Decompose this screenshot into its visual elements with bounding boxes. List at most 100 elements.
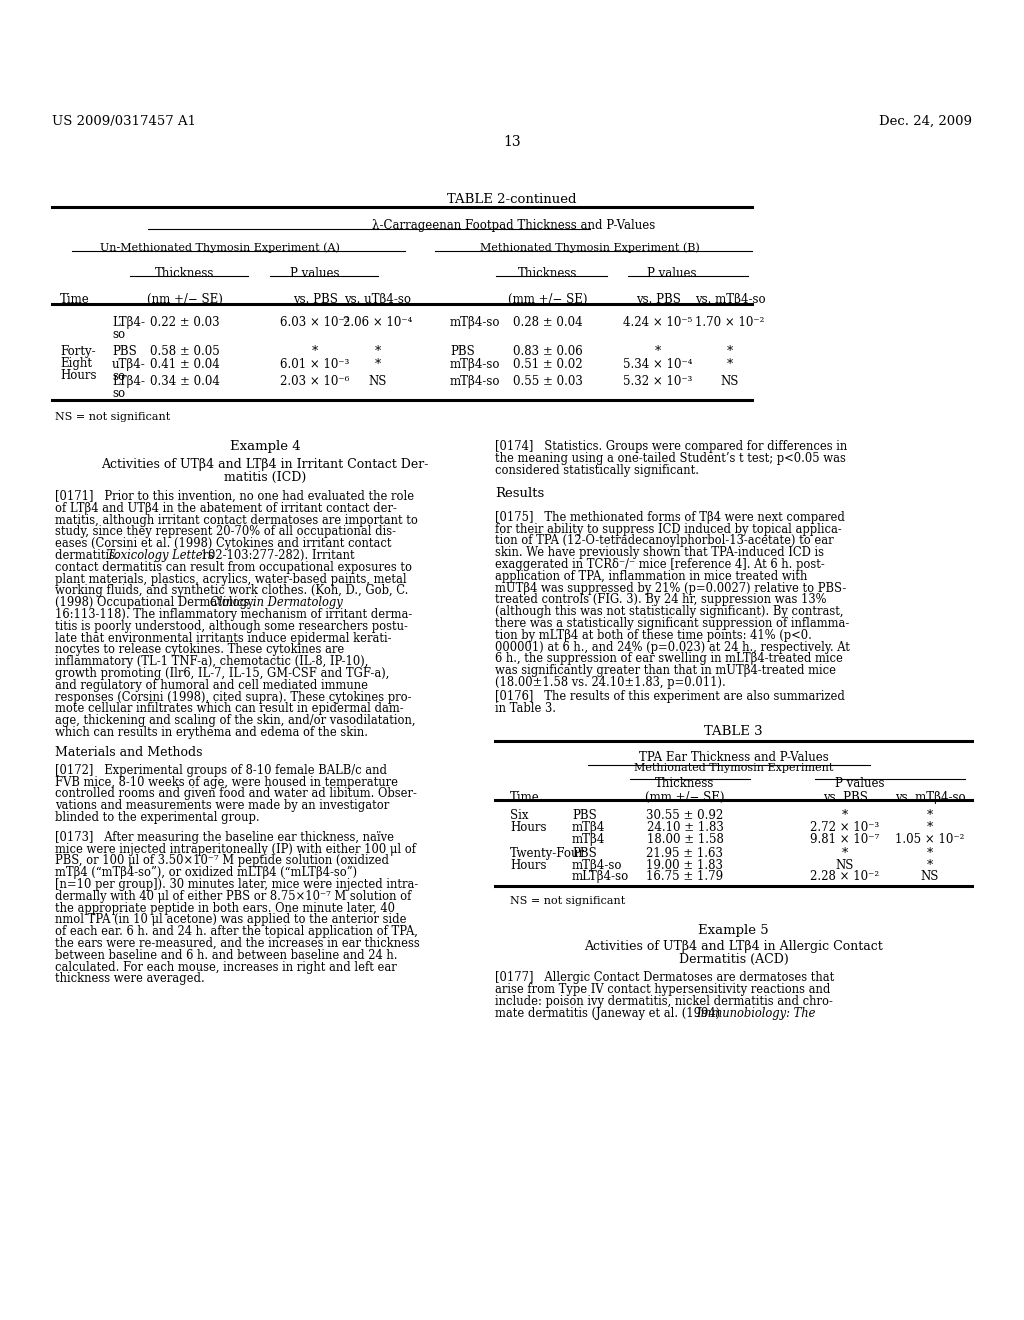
Text: 0.22 ± 0.03: 0.22 ± 0.03: [151, 315, 220, 329]
Text: PBS: PBS: [572, 809, 597, 822]
Text: 0.34 ± 0.04: 0.34 ± 0.04: [151, 375, 220, 388]
Text: Immunobiology: The: Immunobiology: The: [696, 1007, 816, 1019]
Text: matitis (ICD): matitis (ICD): [224, 471, 306, 484]
Text: Thickness: Thickness: [518, 267, 578, 280]
Text: which can results in erythema and edema of the skin.: which can results in erythema and edema …: [55, 726, 368, 739]
Text: mTβ4-so: mTβ4-so: [450, 358, 501, 371]
Text: contact dermatitis can result from occupational exposures to: contact dermatitis can result from occup…: [55, 561, 412, 574]
Text: TPA Ear Thickness and P-Values: TPA Ear Thickness and P-Values: [639, 751, 828, 764]
Text: 16.75 ± 1.79: 16.75 ± 1.79: [646, 870, 724, 883]
Text: plant materials, plastics, acrylics, water-based paints, metal: plant materials, plastics, acrylics, wat…: [55, 573, 407, 586]
Text: mLTβ4-so: mLTβ4-so: [572, 870, 630, 883]
Text: so: so: [112, 327, 125, 341]
Text: *: *: [927, 858, 933, 871]
Text: 0.83 ± 0.06: 0.83 ± 0.06: [513, 345, 583, 358]
Text: 21.95 ± 1.63: 21.95 ± 1.63: [646, 847, 724, 859]
Text: 1.05 × 10⁻²: 1.05 × 10⁻²: [895, 833, 965, 846]
Text: (1998) Occupational Dermatology.: (1998) Occupational Dermatology.: [55, 597, 259, 610]
Text: Activities of UTβ4 and LTβ4 in Irritant Contact Der-: Activities of UTβ4 and LTβ4 in Irritant …: [101, 458, 429, 471]
Text: *: *: [842, 809, 848, 822]
Text: Results: Results: [495, 487, 544, 500]
Text: PBS: PBS: [450, 345, 475, 358]
Text: mTβ4: mTβ4: [572, 833, 605, 846]
Text: P values: P values: [647, 267, 696, 280]
Text: 6.01 × 10⁻³: 6.01 × 10⁻³: [281, 358, 349, 371]
Text: PBS: PBS: [572, 847, 597, 859]
Text: 6.03 × 10⁻³: 6.03 × 10⁻³: [281, 315, 350, 329]
Text: [0173]   After measuring the baseline ear thickness, naïve: [0173] After measuring the baseline ear …: [55, 830, 394, 843]
Text: *: *: [727, 345, 733, 358]
Text: P values: P values: [290, 267, 340, 280]
Text: (mm +/− SE): (mm +/− SE): [645, 792, 725, 804]
Text: calculated. For each mouse, increases in right and left ear: calculated. For each mouse, increases in…: [55, 961, 396, 974]
Text: [0176]   The results of this experiment are also summarized: [0176] The results of this experiment ar…: [495, 690, 845, 702]
Text: PBS: PBS: [112, 345, 137, 358]
Text: for their ability to suppress ICD induced by topical applica-: for their ability to suppress ICD induce…: [495, 523, 842, 536]
Text: [0174]   Statistics. Groups were compared for differences in: [0174] Statistics. Groups were compared …: [495, 440, 847, 453]
Text: 16:113-118). The inflammatory mechanism of irritant derma-: 16:113-118). The inflammatory mechanism …: [55, 609, 413, 620]
Text: of each ear. 6 h. and 24 h. after the topical application of TPA,: of each ear. 6 h. and 24 h. after the to…: [55, 925, 418, 939]
Text: [0171]   Prior to this invention, no one had evaluated the role: [0171] Prior to this invention, no one h…: [55, 490, 414, 503]
Text: PBS, or 100 μl of 3.50×10⁻⁷ M peptide solution (oxidized: PBS, or 100 μl of 3.50×10⁻⁷ M peptide so…: [55, 854, 389, 867]
Text: (nm +/− SE): (nm +/− SE): [147, 293, 223, 306]
Text: Time: Time: [60, 293, 90, 306]
Text: vations and measurements were made by an investigator: vations and measurements were made by an…: [55, 799, 389, 812]
Text: 000001) at 6 h., and 24% (p=0.023) at 24 h., respectively. At: 000001) at 6 h., and 24% (p=0.023) at 24…: [495, 640, 850, 653]
Text: Time: Time: [510, 792, 540, 804]
Text: [0172]   Experimental groups of 8-10 female BALB/c and: [0172] Experimental groups of 8-10 femal…: [55, 764, 387, 776]
Text: (although this was not statistically significant). By contrast,: (although this was not statistically sig…: [495, 605, 844, 618]
Text: mote cellular infiltrates which can result in epidermal dam-: mote cellular infiltrates which can resu…: [55, 702, 403, 715]
Text: growth promoting (Ilr6, IL-7, IL-15, GM-CSF and TGF-a),: growth promoting (Ilr6, IL-7, IL-15, GM-…: [55, 667, 389, 680]
Text: include: poison ivy dermatitis, nickel dermatitis and chro-: include: poison ivy dermatitis, nickel d…: [495, 995, 833, 1007]
Text: [n=10 per group]). 30 minutes later, mice were injected intra-: [n=10 per group]). 30 minutes later, mic…: [55, 878, 418, 891]
Text: Thickness: Thickness: [655, 777, 715, 791]
Text: in Table 3.: in Table 3.: [495, 702, 556, 714]
Text: mTβ4: mTβ4: [572, 821, 605, 834]
Text: uTβ4-: uTβ4-: [112, 358, 145, 371]
Text: *: *: [727, 358, 733, 371]
Text: Forty-: Forty-: [60, 345, 95, 358]
Text: tion by mLTβ4 at both of these time points: 41% (p<0.: tion by mLTβ4 at both of these time poin…: [495, 628, 812, 642]
Text: Thickness: Thickness: [156, 267, 215, 280]
Text: so: so: [112, 387, 125, 400]
Text: inflammatory (TL-1 TNF-a), chemotactic (IL-8, IP-10),: inflammatory (TL-1 TNF-a), chemotactic (…: [55, 655, 369, 668]
Text: the appropriate peptide in both ears. One minute later, 40: the appropriate peptide in both ears. On…: [55, 902, 395, 915]
Text: nocytes to release cytokines. These cytokines are: nocytes to release cytokines. These cyto…: [55, 643, 344, 656]
Text: 18.00 ± 1.58: 18.00 ± 1.58: [646, 833, 723, 846]
Text: of LTβ4 and UTβ4 in the abatement of irritant contact der-: of LTβ4 and UTβ4 in the abatement of irr…: [55, 502, 397, 515]
Text: NS = not significant: NS = not significant: [55, 412, 170, 422]
Text: 4.24 × 10⁻⁵: 4.24 × 10⁻⁵: [624, 315, 692, 329]
Text: *: *: [375, 345, 381, 358]
Text: 2.06 × 10⁻⁴: 2.06 × 10⁻⁴: [343, 315, 413, 329]
Text: was significantly greater than that in mUTβ4-treated mice: was significantly greater than that in m…: [495, 664, 836, 677]
Text: study, since they represent 20-70% of all occupational dis-: study, since they represent 20-70% of al…: [55, 525, 396, 539]
Text: vs. PBS: vs. PBS: [293, 293, 338, 306]
Text: 0.51 ± 0.02: 0.51 ± 0.02: [513, 358, 583, 371]
Text: Hours: Hours: [510, 858, 547, 871]
Text: mTβ4-so: mTβ4-so: [572, 858, 623, 871]
Text: 0.41 ± 0.04: 0.41 ± 0.04: [151, 358, 220, 371]
Text: 2.03 × 10⁻⁶: 2.03 × 10⁻⁶: [281, 375, 349, 388]
Text: 1.70 × 10⁻²: 1.70 × 10⁻²: [695, 315, 765, 329]
Text: Un-Methionated Thymosin Experiment (A): Un-Methionated Thymosin Experiment (A): [100, 242, 340, 252]
Text: between baseline and 6 h. and between baseline and 24 h.: between baseline and 6 h. and between ba…: [55, 949, 397, 962]
Text: matitis, although irritant contact dermatoses are important to: matitis, although irritant contact derma…: [55, 513, 418, 527]
Text: NS = not significant: NS = not significant: [510, 896, 626, 907]
Text: mUTβ4 was suppressed by 21% (p=0.0027) relative to PBS-: mUTβ4 was suppressed by 21% (p=0.0027) r…: [495, 582, 846, 594]
Text: vs. mTβ4-so: vs. mTβ4-so: [694, 293, 765, 306]
Text: Methionated Thymosin Experiment (B): Methionated Thymosin Experiment (B): [480, 242, 699, 252]
Text: working fluids, and synthetic work clothes. (Koh, D., Gob, C.: working fluids, and synthetic work cloth…: [55, 585, 409, 598]
Text: LTβ4-: LTβ4-: [112, 375, 145, 388]
Text: the meaning using a one-tailed Student’s t test; p<0.05 was: the meaning using a one-tailed Student’s…: [495, 451, 846, 465]
Text: mTβ4 (“mTβ4-so”), or oxidized mLTβ4 (“mLTβ4-so”): mTβ4 (“mTβ4-so”), or oxidized mLTβ4 (“mL…: [55, 866, 357, 879]
Text: [0177]   Allergic Contact Dermatoses are dermatoses that: [0177] Allergic Contact Dermatoses are d…: [495, 972, 835, 985]
Text: Clinics in Dermatology: Clinics in Dermatology: [210, 597, 343, 610]
Text: nmol TPA (in 10 μl acetone) was applied to the anterior side: nmol TPA (in 10 μl acetone) was applied …: [55, 913, 407, 927]
Text: controlled rooms and given food and water ad libitum. Obser-: controlled rooms and given food and wate…: [55, 788, 417, 800]
Text: the ears were re-measured, and the increases in ear thickness: the ears were re-measured, and the incre…: [55, 937, 420, 950]
Text: 2.28 × 10⁻²: 2.28 × 10⁻²: [810, 870, 880, 883]
Text: NS: NS: [836, 858, 854, 871]
Text: Example 4: Example 4: [229, 440, 300, 453]
Text: TABLE 2-continued: TABLE 2-continued: [447, 193, 577, 206]
Text: 102-103:277-282). Irritant: 102-103:277-282). Irritant: [197, 549, 354, 562]
